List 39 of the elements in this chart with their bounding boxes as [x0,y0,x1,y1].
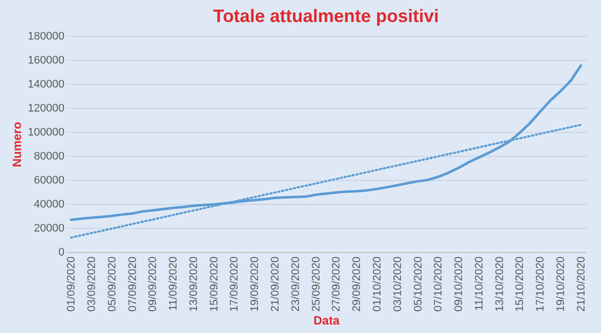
x-tick-label: 09/09/2020 [147,256,160,312]
x-tick-label: 27/09/2020 [330,256,343,312]
x-tick-label: 09/10/2020 [453,256,466,312]
x-tick-label: 17/10/2020 [534,256,547,312]
x-tick-label: 17/09/2020 [228,256,241,312]
y-tick-label: 120000 [28,102,64,114]
x-tick-label: 11/10/2020 [473,256,486,311]
x-tick-label: 29/09/2020 [351,256,364,312]
y-tick-label: 40000 [34,198,64,210]
x-tick-label: 01/10/2020 [371,256,384,312]
x-tick-label: 19/10/2020 [555,256,568,312]
x-axis-title: Data [313,314,340,328]
x-tick-label: 15/10/2020 [514,256,526,312]
x-tick-label: 03/09/2020 [86,256,98,312]
y-axis-title: Numero [10,122,24,168]
x-tick-label: 07/09/2020 [126,256,139,312]
y-tick-label: 180000 [28,30,64,42]
x-tick-label: 05/09/2020 [106,256,118,312]
x-tick-label: 13/10/2020 [494,256,506,312]
x-tick-label: 15/09/2020 [208,256,220,312]
x-tick-label: 01/09/2020 [66,256,78,312]
x-tick-label: 21/09/2020 [270,256,282,312]
x-tick-label: 13/09/2020 [188,256,200,312]
y-tick-label: 160000 [28,54,64,66]
x-tick-label: 23/09/2020 [290,256,302,312]
y-tick-label: 80000 [34,150,64,162]
x-tick-label: 07/10/2020 [432,256,445,312]
y-tick-label: 20000 [34,222,64,234]
y-tick-label: 140000 [28,78,64,90]
x-tick-label: 25/09/2020 [310,256,322,312]
y-tick-label: 100000 [28,126,64,138]
chart-title: Totale attualmente positivi [213,6,439,26]
x-tick-label: 19/09/2020 [249,256,262,312]
y-tick-label: 0 [58,246,64,258]
x-tick-label: 03/10/2020 [392,256,404,312]
x-tick-label: 05/10/2020 [412,256,424,312]
y-tick-label: 60000 [34,174,64,186]
x-tick-label: 11/09/2020 [168,256,180,311]
x-tick-label: 21/10/2020 [575,256,588,312]
